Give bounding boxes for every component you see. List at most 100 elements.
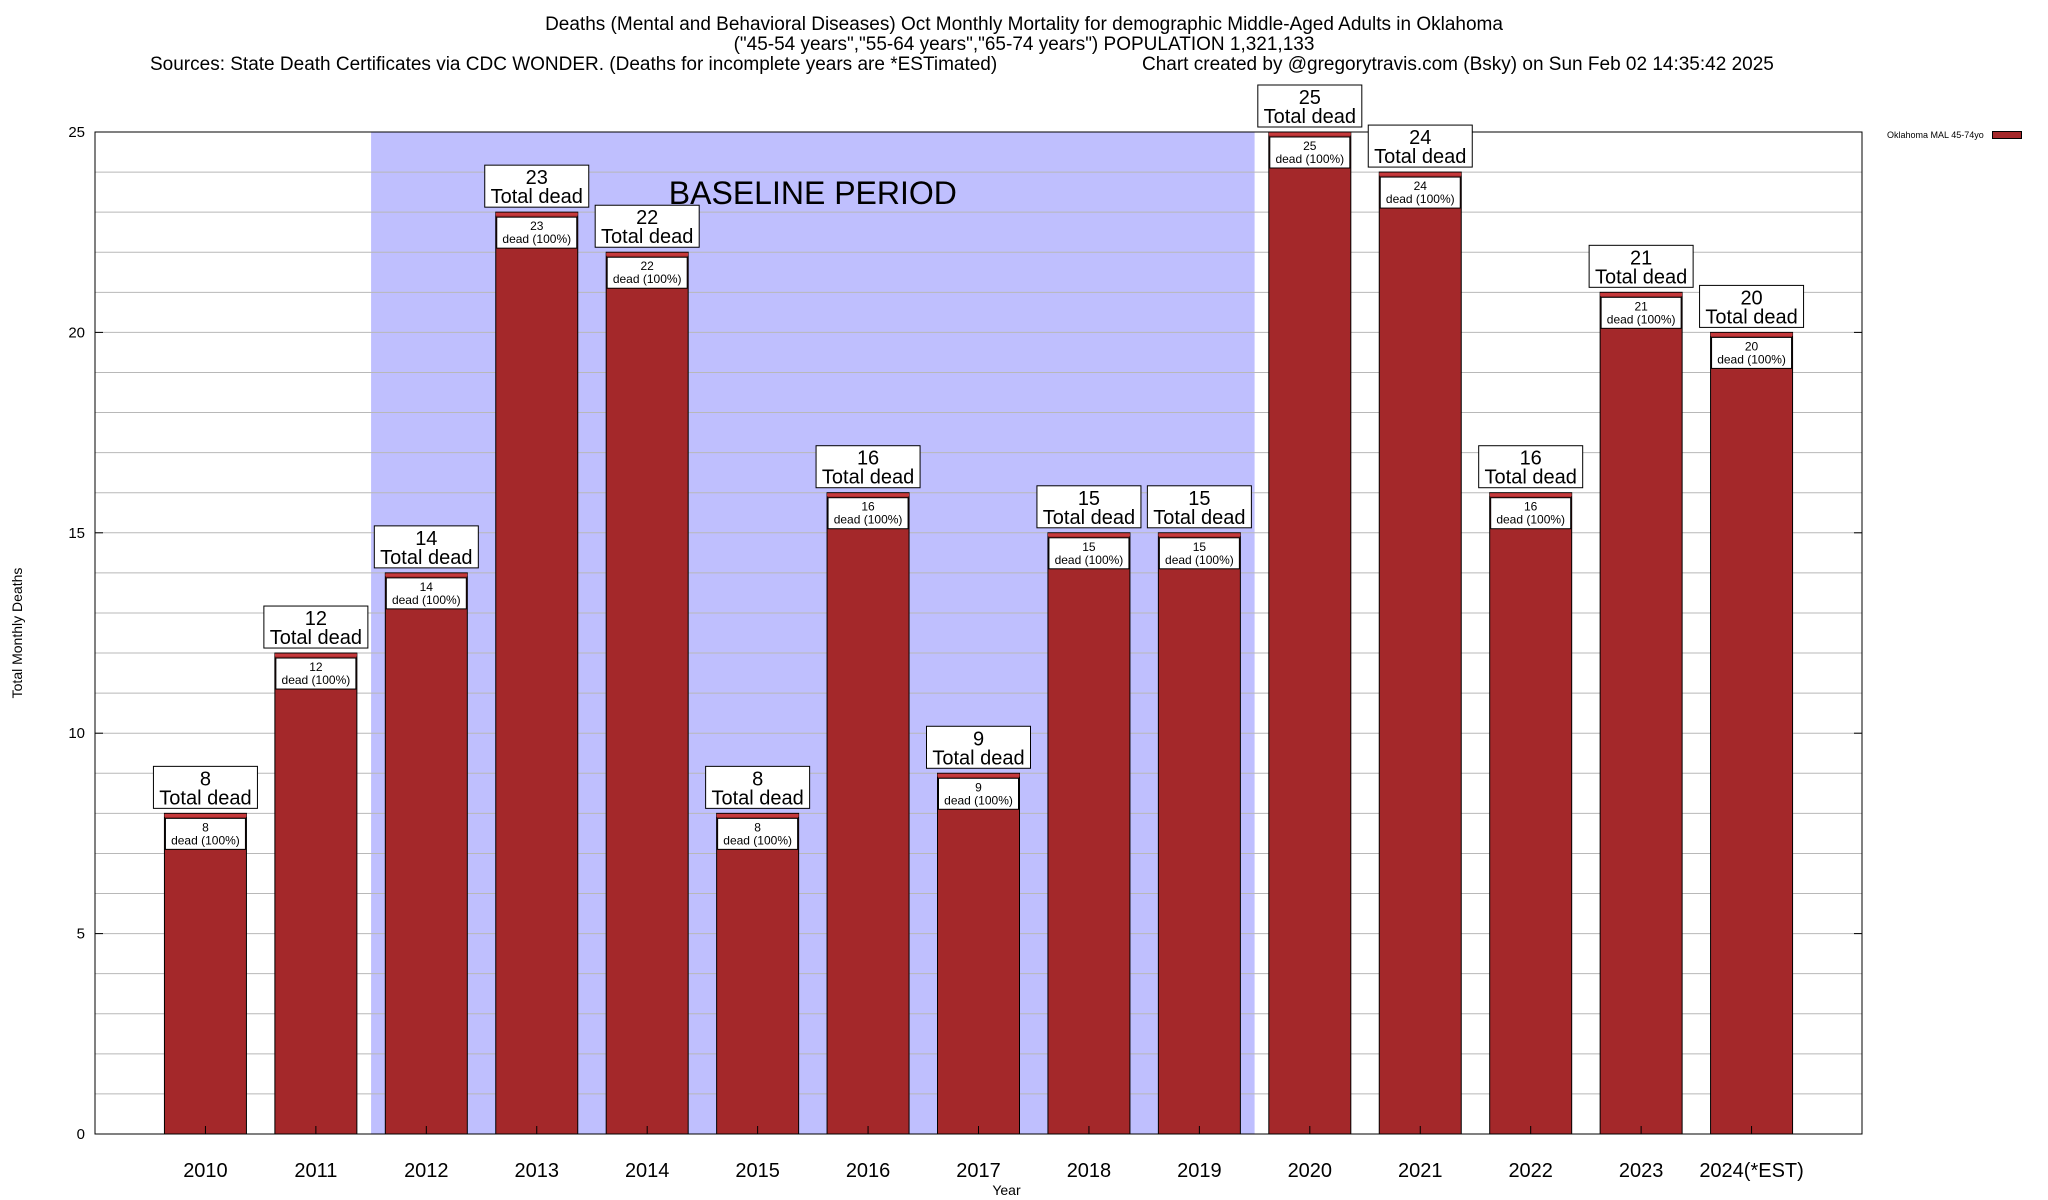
- inner-percent-label: dead (100%): [1496, 513, 1565, 527]
- inner-label-box: [1600, 296, 1682, 329]
- total-dead-label: Total dead: [601, 226, 693, 248]
- total-value-label: 8: [200, 768, 211, 790]
- inner-value-label: 16: [861, 500, 875, 514]
- sources-note: Sources: State Death Certificates via CD…: [150, 54, 998, 75]
- inner-percent-label: dead (100%): [613, 272, 682, 286]
- total-value-label: 25: [1299, 87, 1321, 109]
- bar: [274, 652, 358, 1135]
- legend: Oklahoma MAL 45-74yo: [1887, 130, 2022, 140]
- inner-label-box: [496, 216, 578, 249]
- total-value-label: 15: [1078, 488, 1100, 510]
- total-value-label: 20: [1740, 287, 1762, 309]
- inner-value-label: 21: [1634, 299, 1648, 313]
- bar: [1599, 291, 1683, 1135]
- x-tick-label: 2022: [1508, 1160, 1553, 1182]
- x-axis-label: Year: [992, 1182, 1021, 1198]
- total-value-label: 15: [1188, 488, 1210, 510]
- x-tick-label: 2018: [1067, 1160, 1112, 1182]
- y-tick-label: 5: [77, 926, 85, 943]
- inner-value-label: 15: [1193, 540, 1207, 554]
- x-tick-label: 2011: [294, 1160, 337, 1182]
- total-label-box: [815, 445, 921, 489]
- total-label-box: [926, 725, 1031, 769]
- inner-label-box: [717, 817, 799, 850]
- inner-label-box: [385, 577, 467, 610]
- y-tick-label: 25: [68, 124, 85, 141]
- x-tick-label: 2024(*EST): [1699, 1160, 1804, 1182]
- inner-value-label: 16: [1524, 500, 1538, 514]
- total-value-label: 12: [305, 608, 327, 630]
- total-value-label: 14: [415, 528, 437, 550]
- y-tick-label: 15: [68, 525, 85, 542]
- total-label-box: [484, 164, 590, 208]
- x-tick-label: 2015: [735, 1160, 780, 1182]
- inner-percent-label: dead (100%): [834, 513, 903, 527]
- inner-percent-label: dead (100%): [1275, 152, 1344, 166]
- total-label-box: [152, 765, 258, 809]
- inner-label-box: [938, 777, 1019, 810]
- inner-percent-label: dead (100%): [1386, 192, 1455, 206]
- inner-label-box: [827, 497, 909, 530]
- x-tick-label: 2010: [183, 1160, 228, 1182]
- inner-value-label: 20: [1745, 339, 1759, 353]
- total-label-box: [1699, 284, 1805, 328]
- total-value-label: 8: [752, 768, 763, 790]
- bar: [937, 772, 1020, 1135]
- inner-value-label: 24: [1414, 179, 1428, 193]
- total-dead-label: Total dead: [1595, 266, 1687, 288]
- total-value-label: 9: [973, 728, 984, 750]
- inner-percent-label: dead (100%): [1607, 312, 1676, 326]
- inner-label-box: [606, 256, 688, 289]
- legend-swatch: [1991, 131, 2022, 139]
- inner-percent-label: dead (100%): [944, 793, 1013, 807]
- inner-value-label: 23: [530, 219, 544, 233]
- total-dead-label: Total dead: [1043, 507, 1135, 529]
- total-dead-label: Total dead: [159, 787, 251, 809]
- x-tick-label: 2017: [956, 1160, 1001, 1182]
- inner-value-label: 8: [202, 820, 209, 834]
- bar: [384, 572, 468, 1135]
- bar: [1047, 532, 1131, 1135]
- credit-note: Chart created by @gregorytravis.com (Bsk…: [1142, 54, 1774, 75]
- total-dead-label: Total dead: [1264, 106, 1356, 128]
- bar: [1268, 131, 1352, 1135]
- total-dead-label: Total dead: [380, 547, 472, 569]
- inner-value-label: 8: [754, 820, 761, 834]
- inner-value-label: 9: [975, 780, 982, 794]
- total-label-box: [1146, 485, 1252, 529]
- bar: [605, 251, 689, 1135]
- total-dead-label: Total dead: [711, 787, 803, 809]
- inner-value-label: 12: [309, 660, 323, 674]
- total-dead-label: Total dead: [1705, 306, 1797, 328]
- chart-subtitle: ("45-54 years","55-64 years","65-74 year…: [733, 34, 1315, 55]
- inner-label-box: [1158, 537, 1240, 570]
- x-tick-label: 2012: [404, 1160, 449, 1182]
- x-tick-label: 2013: [515, 1160, 560, 1182]
- total-dead-label: Total dead: [1153, 507, 1245, 529]
- x-tick-label: 2019: [1177, 1160, 1222, 1182]
- total-value-label: 23: [526, 167, 548, 189]
- inner-label-box: [275, 657, 357, 690]
- y-tick-label: 20: [68, 324, 85, 341]
- y-tick-label: 10: [68, 725, 85, 742]
- total-label-box: [1478, 445, 1584, 489]
- total-label-box: [263, 605, 369, 649]
- total-label-box: [594, 204, 700, 248]
- x-tick-label: 2020: [1288, 1160, 1333, 1182]
- total-label-box: [705, 765, 811, 809]
- inner-percent-label: dead (100%): [171, 833, 240, 847]
- inner-percent-label: dead (100%): [282, 673, 351, 687]
- total-value-label: 16: [857, 448, 879, 470]
- inner-value-label: 14: [420, 580, 434, 594]
- chart-title: Deaths (Mental and Behavioral Diseases) …: [545, 14, 1503, 35]
- y-tick-label: 0: [77, 1126, 85, 1143]
- inner-percent-label: dead (100%): [1165, 553, 1234, 567]
- x-tick-label: 2016: [846, 1160, 891, 1182]
- inner-percent-label: dead (100%): [502, 232, 571, 246]
- baseline-label: BASELINE PERIOD: [669, 175, 957, 211]
- inner-percent-label: dead (100%): [1717, 352, 1786, 366]
- bar: [1378, 171, 1462, 1135]
- total-label-box: [1588, 244, 1694, 288]
- bar: [1710, 331, 1794, 1135]
- y-axis-label: Total Monthly Deaths: [9, 568, 25, 699]
